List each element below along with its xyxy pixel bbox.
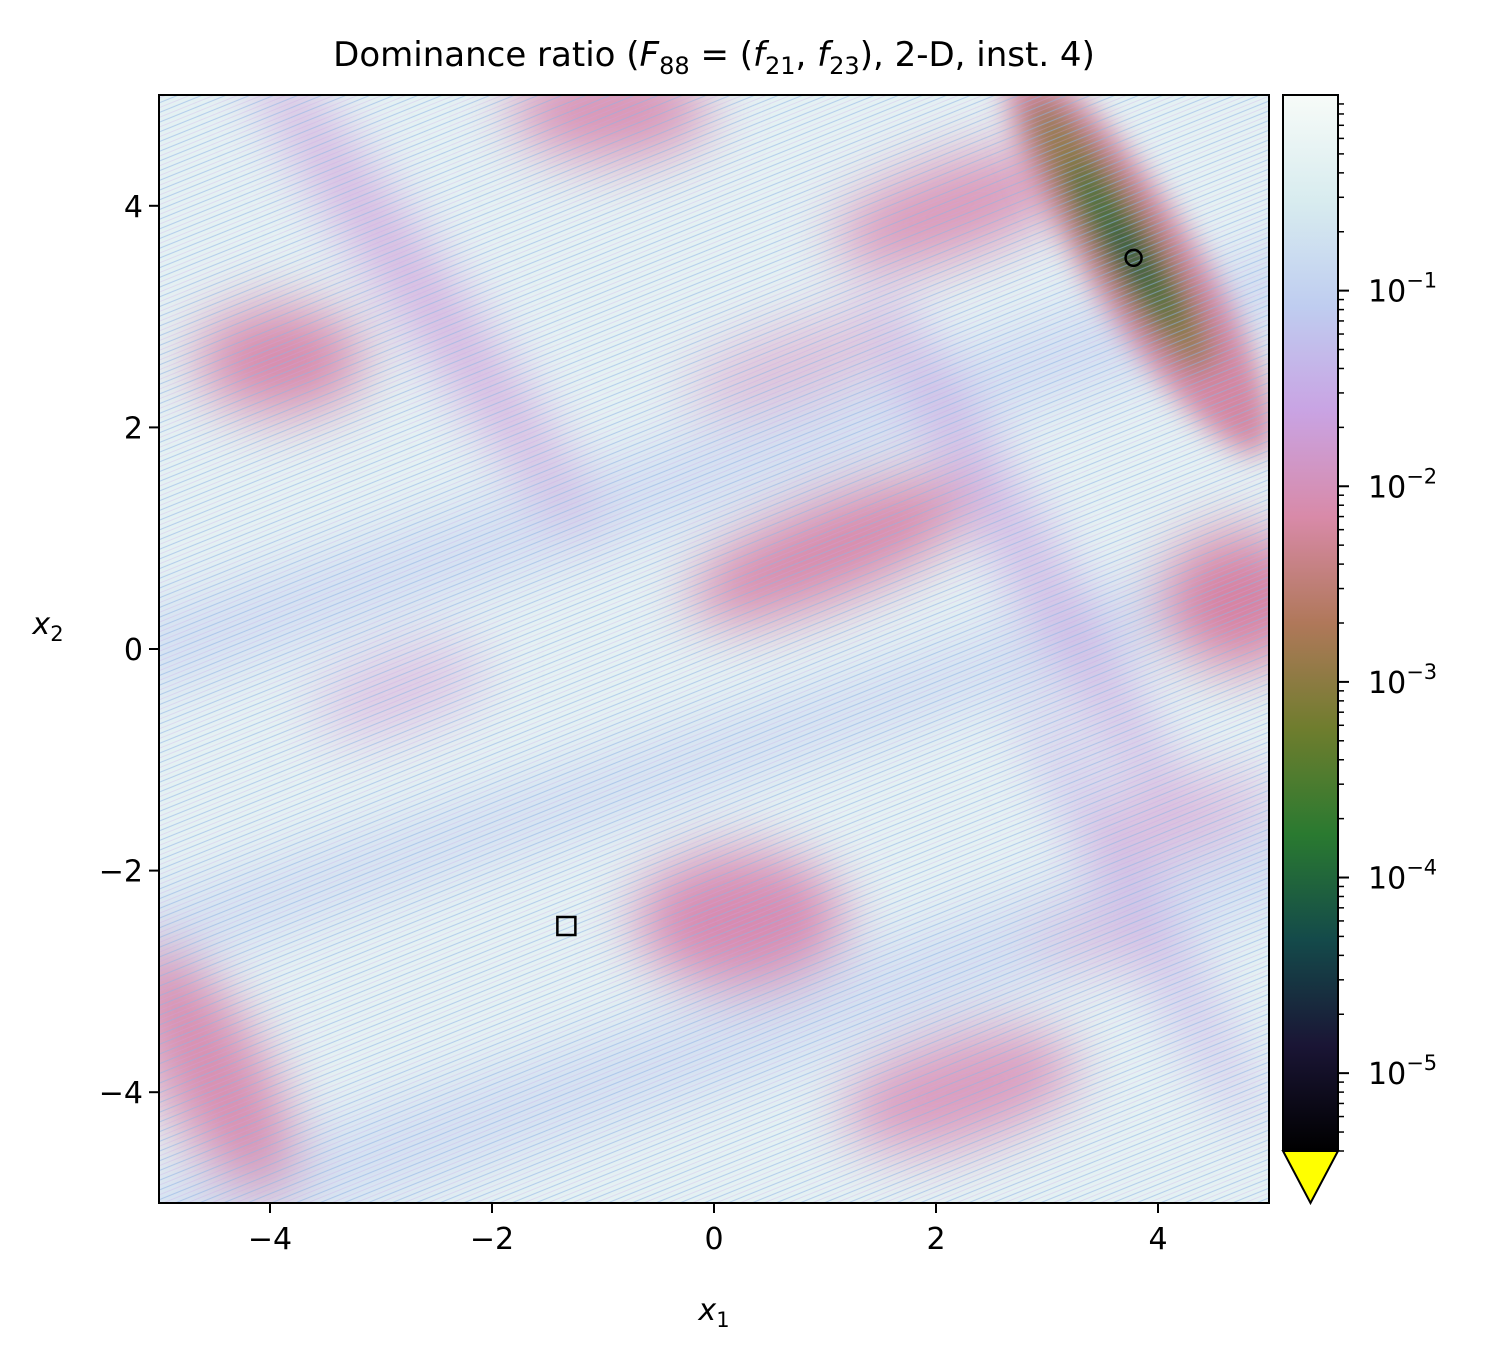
y-tick-label: 2 — [124, 411, 143, 446]
colorbar-gradient — [1283, 95, 1338, 1151]
x-tick-label: 0 — [704, 1222, 723, 1257]
x-tick-label: 4 — [1148, 1222, 1167, 1257]
x-tick-label: −2 — [470, 1222, 514, 1257]
chart-title: Dominance ratio (F88 = (f21, f23), 2-D, … — [333, 35, 1095, 80]
y-tick-label: 0 — [124, 633, 143, 668]
circle-marker — [1124, 248, 1143, 268]
colorbar-under-extension — [1281, 1150, 1340, 1206]
y-tick-label: −2 — [99, 855, 143, 890]
colorbar-tick-label: 10−5 — [1368, 1051, 1437, 1092]
y-axis-label: x2 — [31, 607, 63, 646]
x-axis: −4 −2 0 2 4 — [248, 1203, 1168, 1257]
x-tick-label: 2 — [926, 1222, 945, 1257]
y-tick-label: −4 — [99, 1076, 143, 1111]
x-axis-label: x1 — [697, 1293, 729, 1332]
colorbar: 10−1 10−2 10−3 10−4 10−5 — [1281, 94, 1437, 1206]
x-tick-label: −4 — [248, 1222, 292, 1257]
colorbar-tick-label: 10−3 — [1368, 660, 1437, 701]
colorbar-ticks: 10−1 10−2 10−3 10−4 10−5 — [1338, 103, 1437, 1152]
colorbar-tick-label: 10−4 — [1368, 856, 1437, 897]
colorbar-tick-label: 10−2 — [1368, 464, 1437, 505]
colorbar-tick-label: 10−1 — [1368, 269, 1437, 310]
y-axis: −4 −2 0 2 4 — [99, 190, 159, 1111]
markers — [556, 248, 1143, 937]
y-tick-label: 4 — [124, 190, 143, 225]
heatmap-area — [159, 95, 1269, 1203]
square-marker — [556, 915, 577, 937]
